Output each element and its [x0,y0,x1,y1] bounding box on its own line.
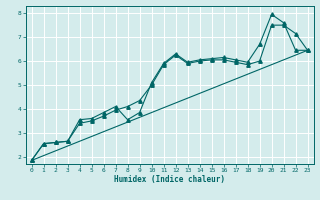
X-axis label: Humidex (Indice chaleur): Humidex (Indice chaleur) [114,175,225,184]
